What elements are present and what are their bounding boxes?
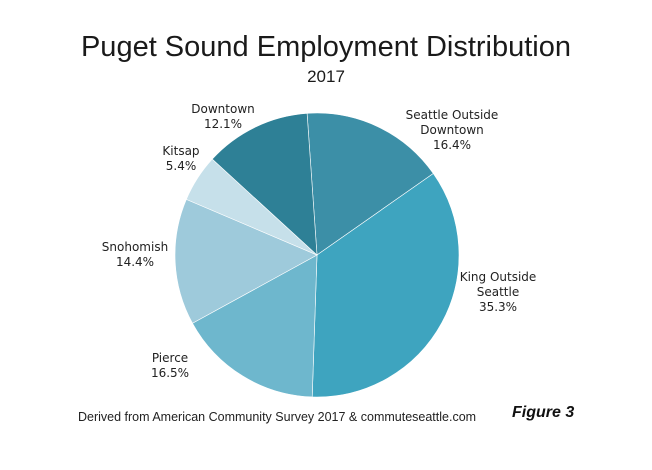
- source-note: Derived from American Community Survey 2…: [78, 410, 477, 424]
- pie-slice-seattle-outside-downtown: [306, 112, 434, 256]
- slice-value: 16.5%: [150, 366, 190, 380]
- chart-subtitle: 2017: [307, 67, 345, 86]
- slice-value: 5.4%: [165, 159, 197, 173]
- slice-label-downtown: Downtown 12.1%: [178, 102, 268, 132]
- slice-label-seattle-outside-downtown: Seattle Outside Downtown 16.4%: [392, 108, 512, 153]
- slice-label-line: Snohomish: [101, 240, 169, 254]
- slice-label-pierce: Pierce 16.5%: [130, 351, 210, 381]
- slice-value: 14.4%: [115, 255, 155, 269]
- chart-title: Puget Sound Employment Distribution: [80, 31, 572, 63]
- slice-label-line: Seattle: [476, 285, 520, 299]
- slice-label-line: Kitsap: [162, 144, 200, 158]
- slice-value: 35.3%: [478, 300, 518, 314]
- slice-label-king-outside-seattle: King Outside Seattle 35.3%: [448, 270, 548, 315]
- slice-label-kitsap: Kitsap 5.4%: [146, 144, 216, 174]
- pie-slice-pierce: [192, 254, 318, 398]
- slice-label-line: Pierce: [151, 351, 189, 365]
- slice-label-line: Downtown: [420, 123, 484, 137]
- pie-slice-snohomish: [174, 198, 318, 324]
- slice-value: 16.4%: [432, 138, 472, 152]
- slice-label-line: Downtown: [191, 102, 255, 116]
- figure-label: Figure 3: [512, 404, 575, 421]
- slice-label-snohomish: Snohomish 14.4%: [85, 240, 185, 270]
- pie-slice-downtown: [211, 113, 318, 256]
- slice-value: 12.1%: [203, 117, 243, 131]
- pie-slice-king-outside-seattle: [311, 173, 460, 398]
- slice-label-line: King Outside: [459, 270, 537, 284]
- slice-label-line: Seattle Outside: [405, 108, 499, 122]
